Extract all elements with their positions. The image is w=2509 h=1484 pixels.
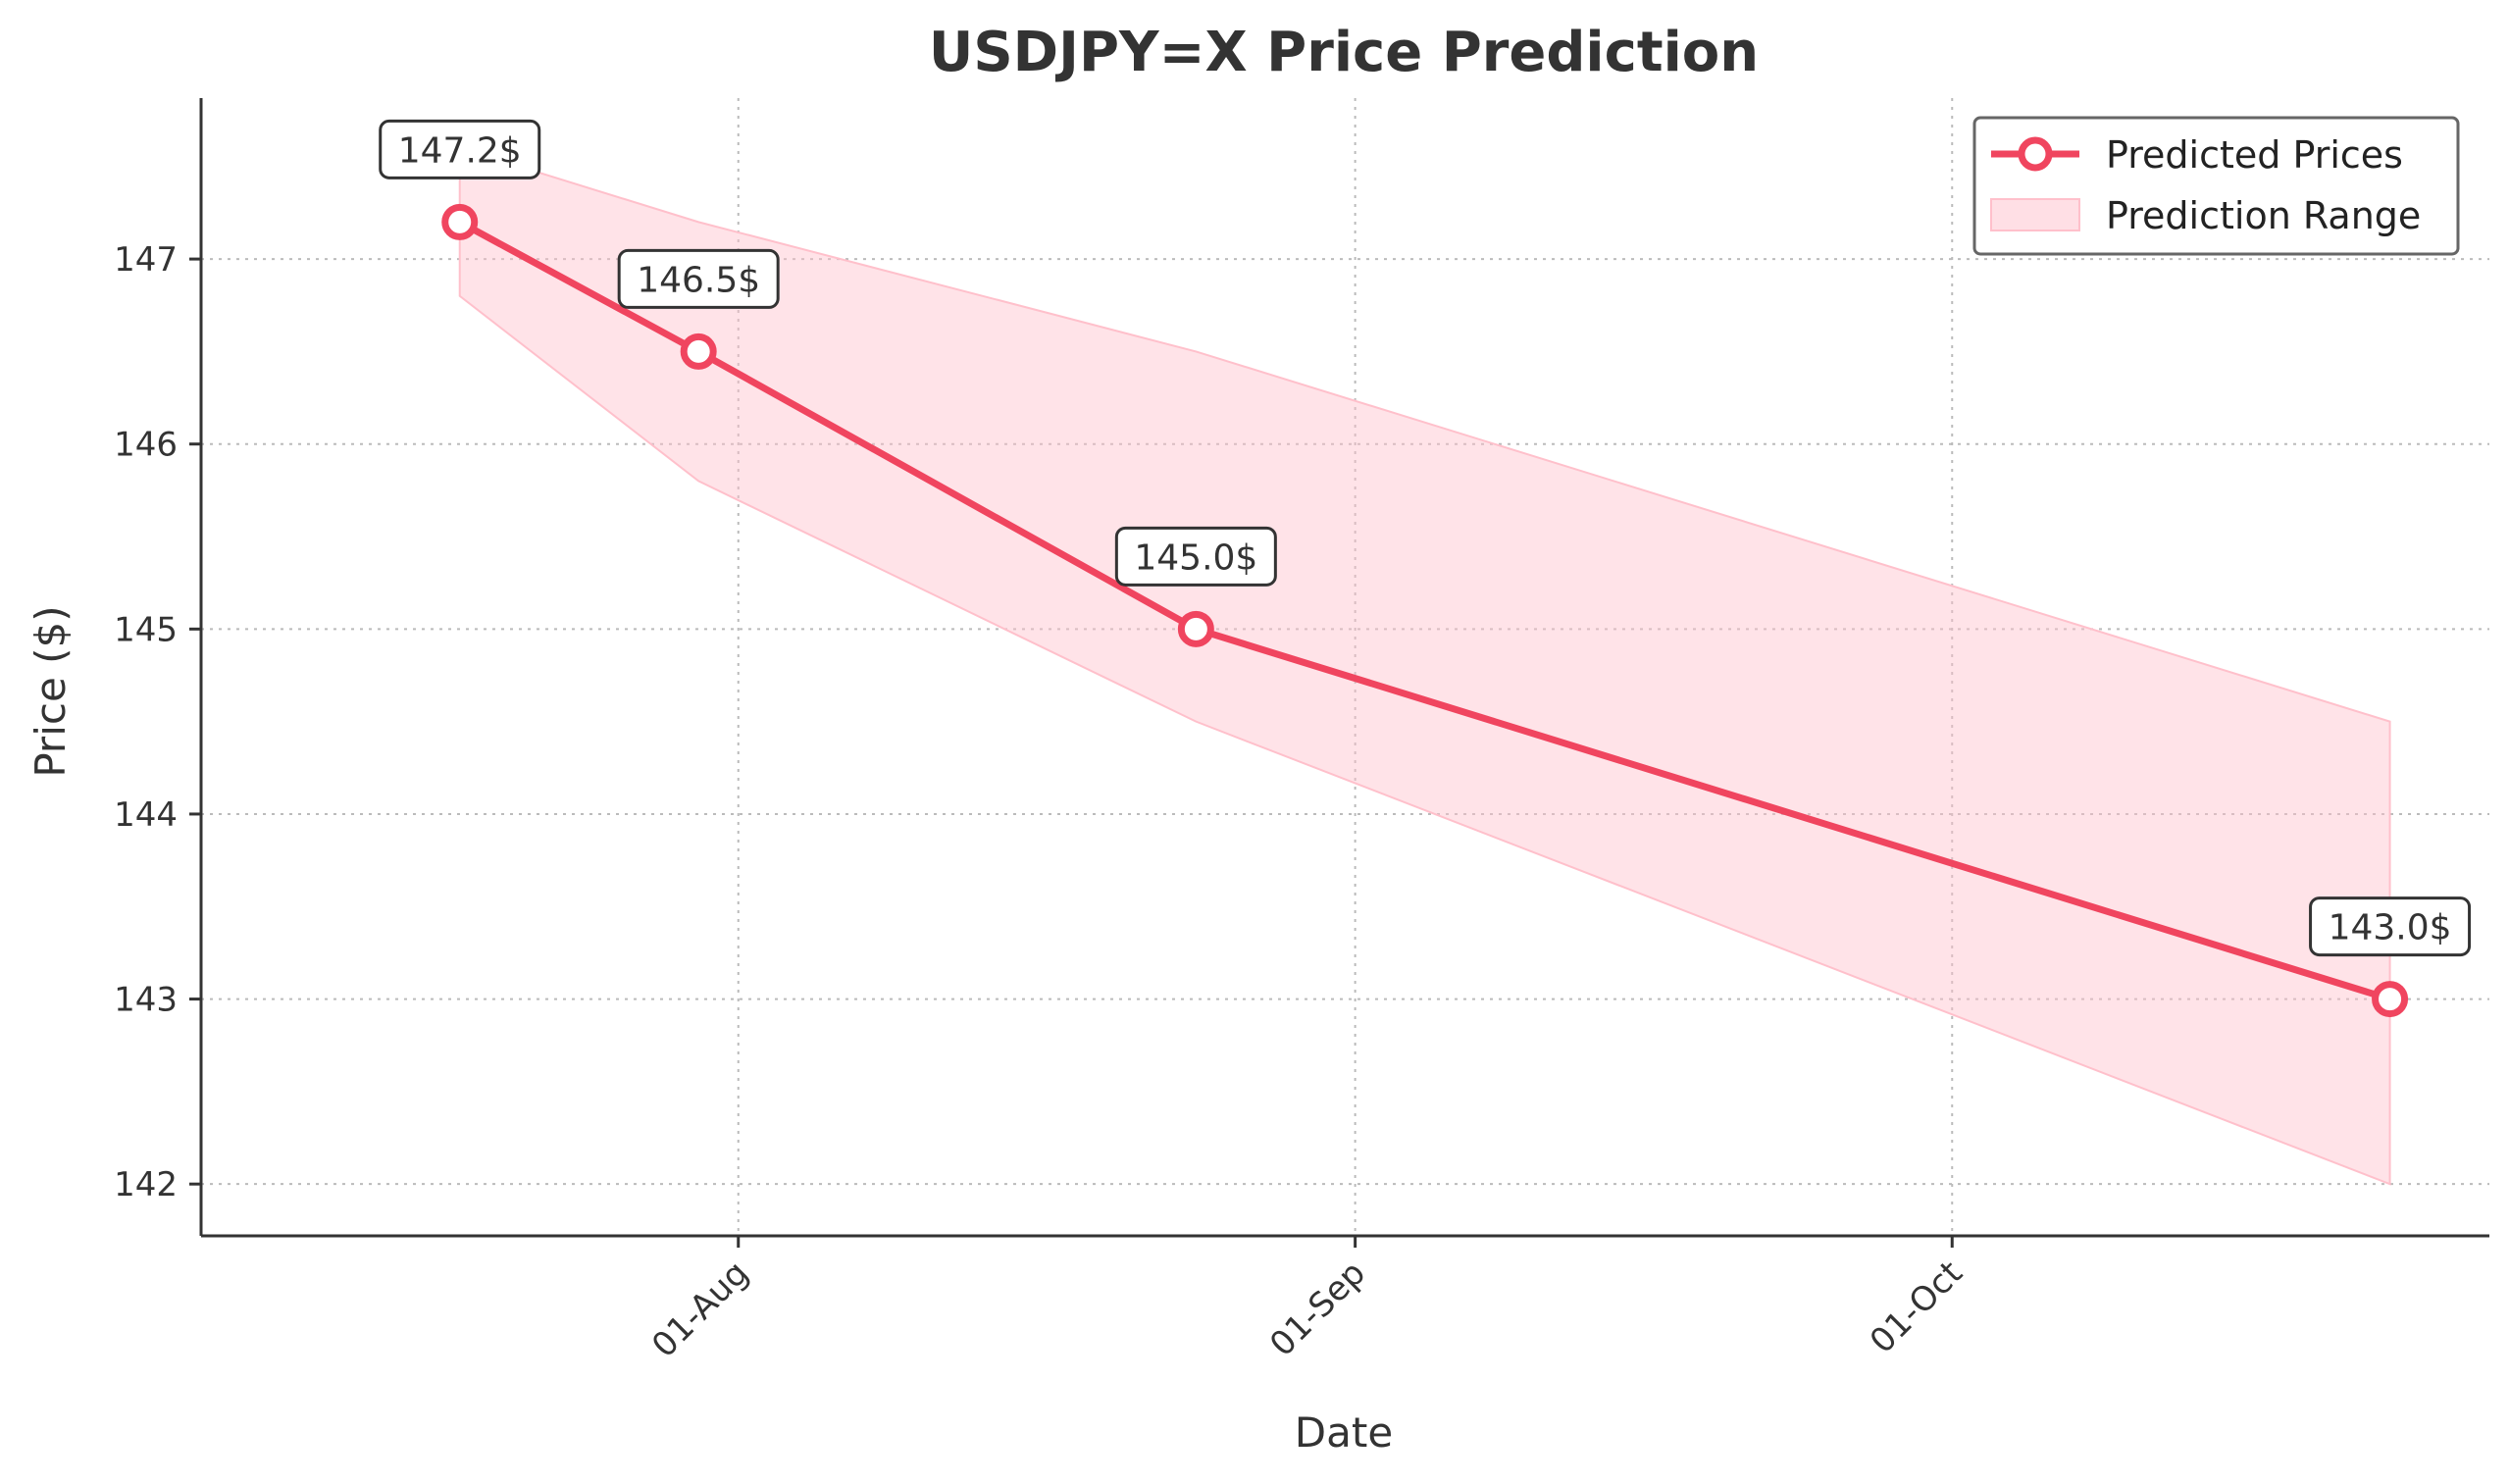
legend-label-range: Prediction Range — [2106, 194, 2421, 237]
y-tick-label: 146 — [114, 426, 178, 465]
y-tick-label: 143 — [114, 981, 178, 1020]
y-tick-label: 142 — [114, 1165, 178, 1204]
predicted-price-point — [1177, 610, 1214, 647]
price-annotation-box — [379, 119, 541, 179]
chart-title: USDJPY=X Price Prediction — [929, 21, 1759, 84]
x-axis-label: Date — [1295, 1408, 1393, 1457]
predicted-price-point — [441, 203, 479, 240]
legend-box — [1972, 116, 2460, 256]
price-annotation-label: 143.0$ — [2329, 908, 2452, 948]
price-annotation-label: 145.0$ — [1134, 537, 1257, 578]
x-tick-label: 01-Oct — [1863, 1254, 1971, 1361]
price-annotation-label: 147.2$ — [398, 130, 522, 171]
grid — [201, 98, 2489, 1236]
y-tick-label: 145 — [114, 610, 178, 649]
price-annotation-box — [2309, 896, 2472, 957]
legend-label-predicted: Predicted Prices — [2106, 133, 2403, 177]
predicted-prices-layer — [441, 203, 2409, 1018]
legend-circle-marker — [2018, 136, 2053, 172]
prediction-range-layer — [458, 146, 2391, 1186]
x-tick-label: 01-Aug — [644, 1254, 756, 1365]
y-tick-label: 147 — [114, 240, 178, 280]
price-annotation-label: 146.5$ — [637, 260, 760, 300]
y-tick-label: 144 — [114, 795, 178, 835]
prediction-range-band — [458, 146, 2391, 1186]
price-annotation-box — [617, 248, 780, 309]
predicted-prices-line — [458, 219, 2391, 1002]
legend: Predicted Prices Prediction Range — [1972, 116, 2460, 256]
predicted-price-point — [680, 333, 717, 370]
y-axis-label: Price ($) — [26, 605, 75, 777]
x-tick-label: 01-Sep — [1262, 1254, 1373, 1364]
price-annotation-box — [1114, 526, 1277, 587]
annotations: 147.2$ 146.5$ 145.0$ 143.0$ — [379, 119, 2472, 957]
predicted-price-point — [2372, 981, 2409, 1018]
legend-range-swatch — [1990, 198, 2080, 231]
